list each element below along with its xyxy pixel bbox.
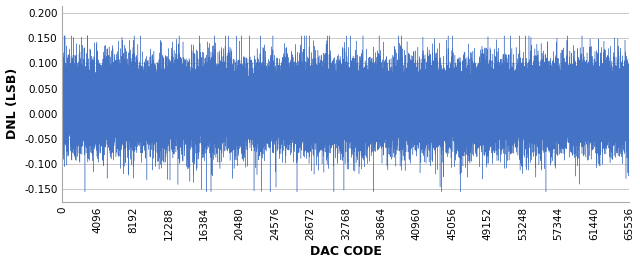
Y-axis label: DNL (LSB): DNL (LSB) — [6, 68, 19, 139]
X-axis label: DAC CODE: DAC CODE — [310, 246, 382, 258]
